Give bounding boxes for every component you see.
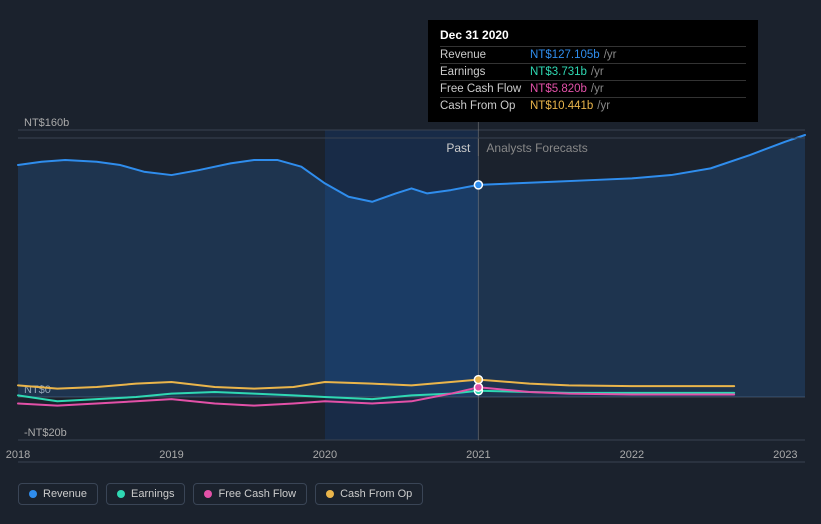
x-axis-label: 2019: [159, 449, 183, 461]
legend-item-revenue[interactable]: Revenue: [18, 483, 98, 505]
legend-item-cfo[interactable]: Cash From Op: [315, 483, 423, 505]
legend-label: Free Cash Flow: [218, 488, 296, 500]
tooltip-unit: /yr: [591, 83, 604, 95]
legend-label: Earnings: [131, 488, 174, 500]
legend-dot-icon: [29, 490, 37, 498]
tooltip-value: NT$5.820b: [530, 83, 587, 95]
tooltip-unit: /yr: [591, 66, 604, 78]
chart-tooltip: Dec 31 2020 RevenueNT$127.105b/yrEarning…: [428, 20, 758, 122]
marker-dot-cfo: [474, 376, 482, 384]
legend-item-fcf[interactable]: Free Cash Flow: [193, 483, 307, 505]
section-label-forecast: Analysts Forecasts: [486, 141, 587, 155]
legend-item-earnings[interactable]: Earnings: [106, 483, 185, 505]
tooltip-value: NT$3.731b: [530, 66, 587, 78]
earnings-revenue-chart: NT$160bNT$0-NT$20b2018201920202021202220…: [0, 0, 821, 524]
tooltip-value: NT$127.105b: [530, 49, 600, 61]
x-axis-label: 2020: [313, 449, 337, 461]
tooltip-row: Free Cash FlowNT$5.820b/yr: [440, 80, 746, 97]
x-axis-label: 2018: [6, 449, 30, 461]
tooltip-unit: /yr: [604, 49, 617, 61]
x-axis-label: 2021: [466, 449, 490, 461]
chart-legend: Revenue Earnings Free Cash Flow Cash From O…: [18, 483, 423, 505]
tooltip-row: Cash From OpNT$10.441b/yr: [440, 97, 746, 114]
legend-label: Cash From Op: [340, 488, 412, 500]
marker-dot-fcf: [474, 383, 482, 391]
tooltip-date: Dec 31 2020: [440, 28, 746, 42]
tooltip-value: NT$10.441b: [530, 100, 593, 112]
marker-dot-revenue: [474, 181, 482, 189]
x-axis-label: 2023: [773, 449, 797, 461]
tooltip-label: Cash From Op: [440, 100, 530, 112]
y-axis-label: -NT$20b: [24, 427, 67, 439]
tooltip-label: Free Cash Flow: [440, 83, 530, 95]
section-label-past: Past: [446, 141, 471, 155]
y-axis-label: NT$160b: [24, 117, 69, 129]
tooltip-label: Earnings: [440, 66, 530, 78]
legend-label: Revenue: [43, 488, 87, 500]
legend-dot-icon: [326, 490, 334, 498]
tooltip-row: EarningsNT$3.731b/yr: [440, 63, 746, 80]
tooltip-label: Revenue: [440, 49, 530, 61]
tooltip-unit: /yr: [597, 100, 610, 112]
tooltip-row: RevenueNT$127.105b/yr: [440, 46, 746, 63]
x-axis-label: 2022: [620, 449, 644, 461]
legend-dot-icon: [117, 490, 125, 498]
legend-dot-icon: [204, 490, 212, 498]
